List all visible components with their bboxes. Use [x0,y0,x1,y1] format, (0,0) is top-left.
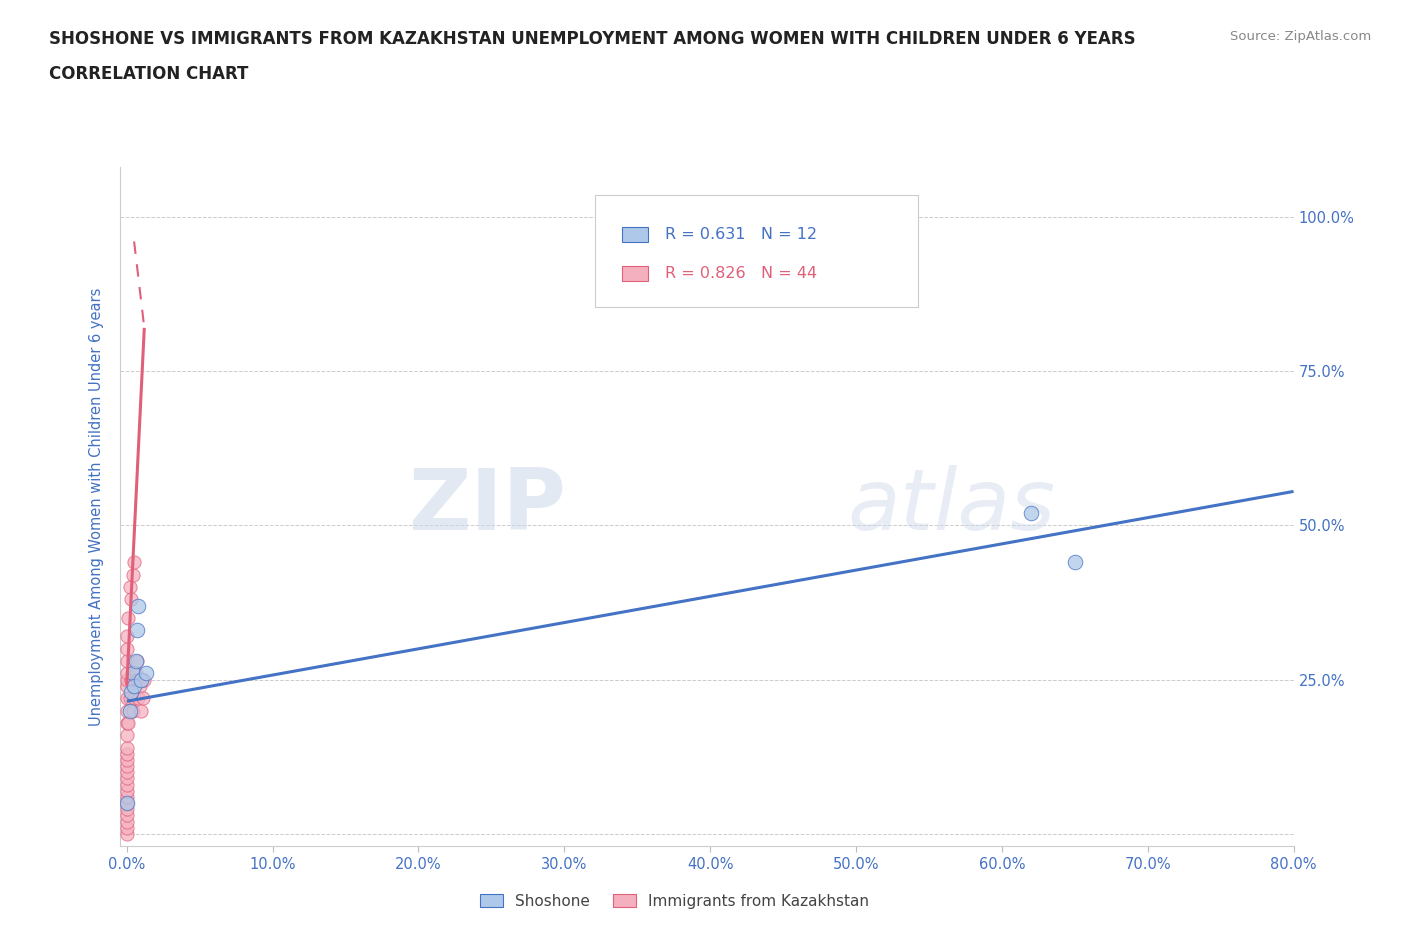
Point [117,610,139,625]
Point [124,666,146,681]
Point [115,666,138,681]
Point [115,654,138,669]
FancyBboxPatch shape [595,194,918,307]
Point [125,654,148,669]
Point [125,623,148,638]
Point [1063,555,1085,570]
Point [115,802,138,817]
Point [115,808,138,823]
Point [132,691,155,706]
Text: R = 0.826   N = 44: R = 0.826 N = 44 [665,266,817,281]
Point [115,814,138,829]
Point [115,820,138,835]
Point [131,672,153,687]
Point [117,715,139,730]
Point [115,790,138,804]
Y-axis label: Unemployment Among Women with Children Under 6 years: Unemployment Among Women with Children U… [89,287,104,726]
Point [118,579,141,594]
Point [115,703,138,718]
Point [115,740,138,755]
Point [134,672,156,687]
Point [115,752,138,767]
Point [115,796,138,811]
Point [115,827,138,842]
Point [115,746,138,761]
Point [122,555,145,570]
Point [118,691,141,706]
Point [115,771,138,786]
Point [118,703,141,718]
Point [122,691,145,706]
Point [115,759,138,774]
Point [115,678,138,693]
Point [120,684,142,699]
Point [115,783,138,798]
Point [1019,506,1042,521]
Point [121,703,143,718]
Text: CORRELATION CHART: CORRELATION CHART [49,65,249,83]
Point [115,672,138,687]
Point [115,715,138,730]
FancyBboxPatch shape [621,266,648,281]
Point [121,666,143,681]
Point [124,654,146,669]
Point [115,642,138,657]
Point [125,672,148,687]
Point [115,777,138,792]
Point [115,629,138,644]
Point [131,703,153,718]
Point [115,764,138,779]
Point [129,678,152,693]
Point [127,691,149,706]
Text: Source: ZipAtlas.com: Source: ZipAtlas.com [1230,30,1371,43]
Point [127,598,149,613]
Text: atlas: atlas [848,465,1056,549]
Text: SHOSHONE VS IMMIGRANTS FROM KAZAKHSTAN UNEMPLOYMENT AMONG WOMEN WITH CHILDREN UN: SHOSHONE VS IMMIGRANTS FROM KAZAKHSTAN U… [49,30,1136,47]
Text: R = 0.631   N = 12: R = 0.631 N = 12 [665,227,817,243]
Text: ZIP: ZIP [408,465,565,549]
FancyBboxPatch shape [621,227,648,242]
Point [121,567,143,582]
Point [115,796,138,811]
Point [122,678,145,693]
Point [115,691,138,706]
Legend: Shoshone, Immigrants from Kazakhstan: Shoshone, Immigrants from Kazakhstan [474,888,876,915]
Point [120,672,142,687]
Point [115,728,138,743]
Point [135,666,157,681]
Point [120,592,142,607]
